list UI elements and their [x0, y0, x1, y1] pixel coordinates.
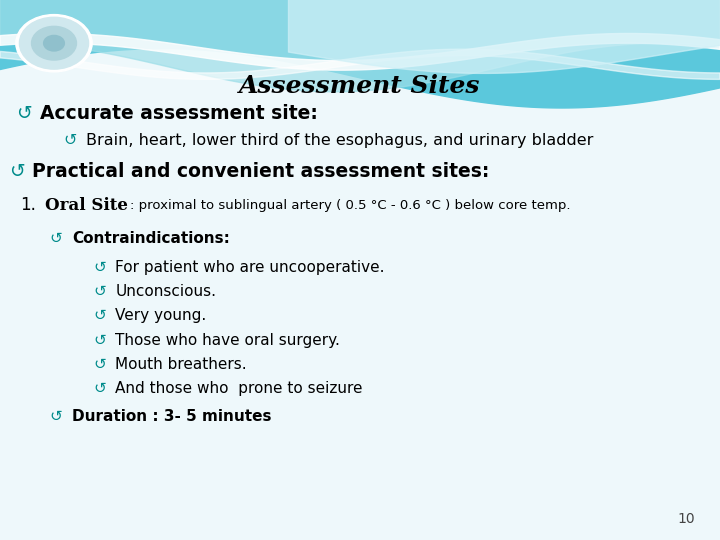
Text: ↺: ↺ — [93, 381, 106, 396]
Text: 1.: 1. — [20, 196, 36, 214]
Text: ↺: ↺ — [93, 284, 106, 299]
Circle shape — [19, 17, 89, 69]
Text: ↺: ↺ — [93, 357, 106, 372]
Text: ↺: ↺ — [64, 133, 77, 148]
Text: ↺: ↺ — [93, 260, 106, 275]
Text: : proximal to sublingual artery ( 0.5 °C - 0.6 °C ) below core temp.: : proximal to sublingual artery ( 0.5 °C… — [130, 199, 570, 212]
Text: Unconscious.: Unconscious. — [115, 284, 216, 299]
Text: Accurate assessment site:: Accurate assessment site: — [40, 104, 318, 123]
Circle shape — [44, 36, 64, 51]
Text: Oral Site: Oral Site — [45, 197, 127, 214]
Text: Brain, heart, lower third of the esophagus, and urinary bladder: Brain, heart, lower third of the esophag… — [86, 133, 594, 148]
Text: ↺: ↺ — [93, 308, 106, 323]
Text: ↺: ↺ — [50, 409, 63, 424]
Text: ↺: ↺ — [50, 231, 63, 246]
Text: And those who  prone to seizure: And those who prone to seizure — [115, 381, 363, 396]
Text: Practical and convenient assessment sites:: Practical and convenient assessment site… — [32, 161, 490, 181]
Text: For patient who are uncooperative.: For patient who are uncooperative. — [115, 260, 384, 275]
Text: Duration : 3- 5 minutes: Duration : 3- 5 minutes — [72, 409, 271, 424]
Text: Assessment Sites: Assessment Sites — [239, 75, 481, 98]
Text: ↺: ↺ — [16, 104, 32, 123]
Text: Contraindications:: Contraindications: — [72, 231, 230, 246]
Text: Very young.: Very young. — [115, 308, 207, 323]
Text: Mouth breathers.: Mouth breathers. — [115, 357, 247, 372]
Text: 10: 10 — [678, 512, 695, 526]
Text: Those who have oral surgery.: Those who have oral surgery. — [115, 333, 340, 348]
Circle shape — [16, 15, 92, 72]
Text: ↺: ↺ — [93, 333, 106, 348]
Circle shape — [32, 26, 76, 60]
Text: ↺: ↺ — [9, 161, 24, 181]
